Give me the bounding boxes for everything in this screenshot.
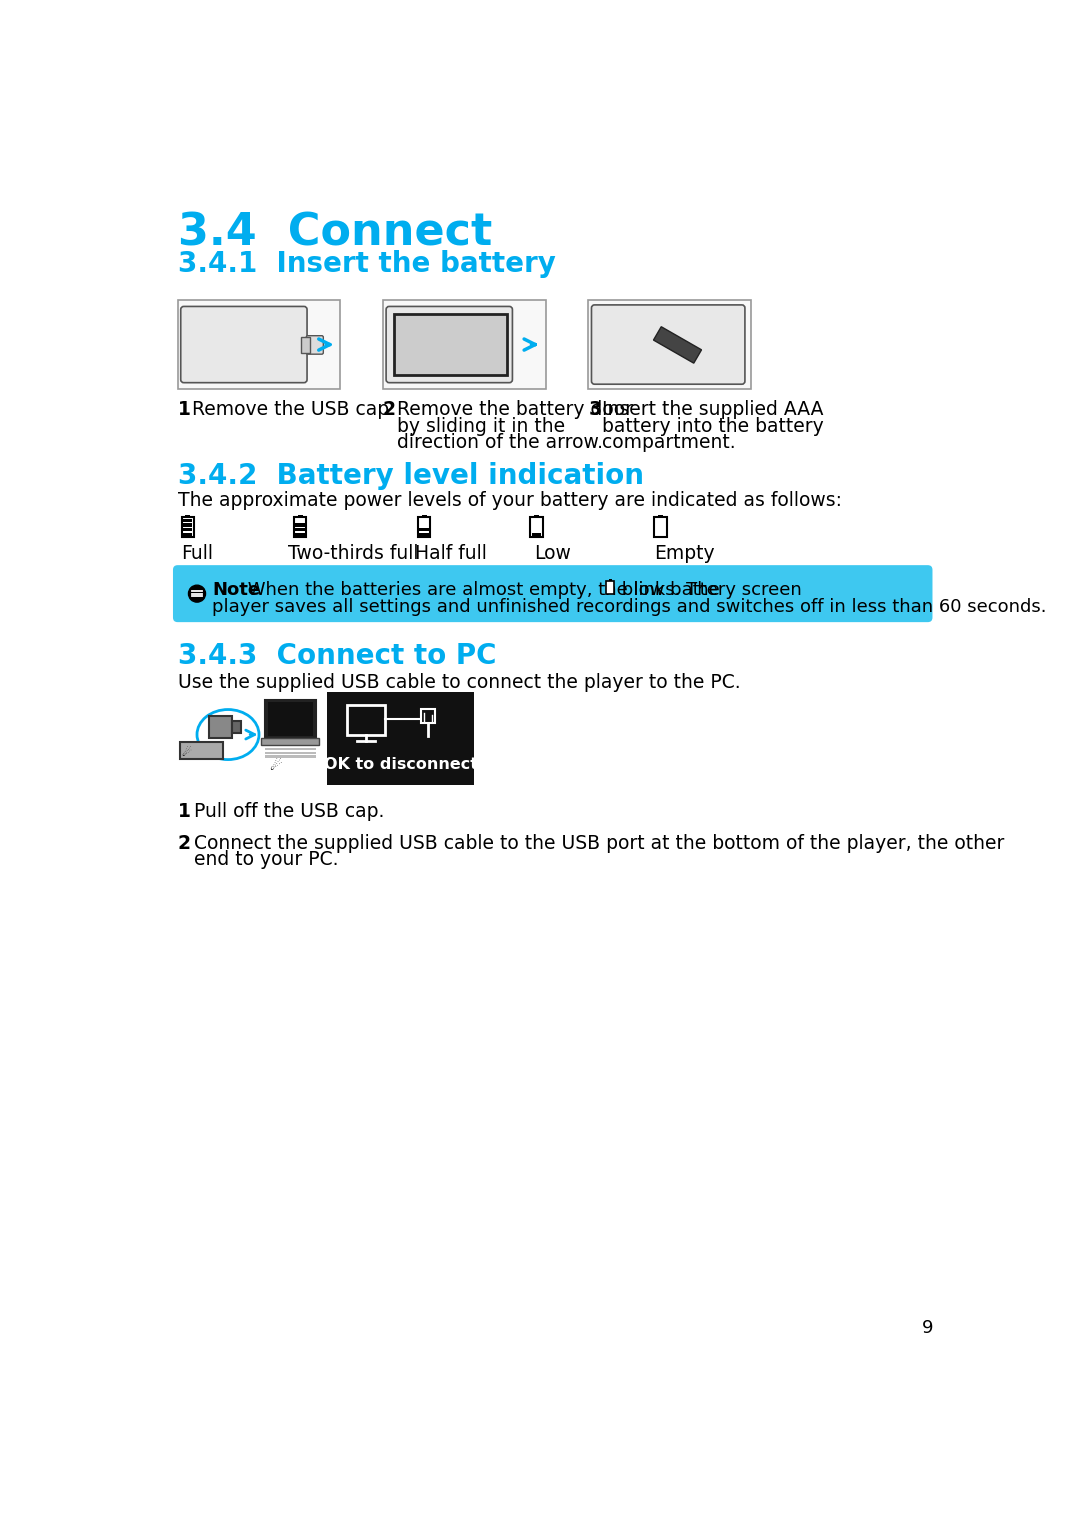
Text: 3.4  Connect: 3.4 Connect [177,212,491,255]
Bar [421,709,435,722]
Bar [186,515,190,518]
Bar [268,702,313,736]
Text: 3.4.2  Battery level indication: 3.4.2 Battery level indication [177,463,644,490]
Bar [181,518,194,538]
Bar [296,524,305,527]
Text: Connect the supplied USB cable to the USB port at the bottom of the player, the : Connect the supplied USB cable to the US… [194,834,1004,854]
Bar [177,301,340,389]
Bar [261,739,320,745]
Bar [180,742,222,759]
Text: Note: Note [213,580,260,599]
Bar [606,582,613,594]
Text: Two-thirds full: Two-thirds full [287,544,418,562]
FancyBboxPatch shape [387,307,512,383]
Bar [418,518,430,538]
Bar [183,533,192,536]
Bar [266,756,315,757]
Bar [654,518,666,538]
Bar [266,748,315,750]
Bar [421,515,427,518]
Text: blinks. The: blinks. The [617,580,720,599]
Text: When the batteries are almost empty, the low battery screen: When the batteries are almost empty, the… [242,580,801,599]
Bar [383,301,545,389]
Text: Use the supplied USB cable to connect the player to the PC.: Use the supplied USB cable to connect th… [177,673,740,692]
Bar [394,315,507,376]
FancyBboxPatch shape [592,305,745,385]
Bar [419,528,429,531]
Text: Low: Low [535,544,571,562]
Bar [530,518,542,538]
Bar [296,528,305,531]
Bar [266,751,315,754]
Text: player saves all settings and unfinished recordings and switches off in less tha: player saves all settings and unfinished… [213,597,1047,615]
Text: Full: Full [181,544,214,562]
Text: 1: 1 [177,802,190,820]
Text: 1: 1 [177,400,190,420]
Bar [327,692,474,785]
Bar [589,301,751,389]
Text: OK to disconnect: OK to disconnect [324,757,477,773]
Text: end to your PC.: end to your PC. [194,851,338,869]
Bar [183,519,192,522]
Text: Remove the USB cap.: Remove the USB cap. [191,400,394,420]
Bar [658,515,663,518]
Bar [419,533,429,536]
Text: Half full: Half full [415,544,487,562]
Bar [301,337,310,353]
Bar [294,518,307,538]
Text: 3.4.1  Insert the battery: 3.4.1 Insert the battery [177,250,555,278]
Text: by sliding it in the: by sliding it in the [397,417,565,435]
Bar [534,515,539,518]
Text: 2: 2 [177,834,191,854]
Text: battery into the battery: battery into the battery [603,417,824,435]
FancyBboxPatch shape [173,565,932,621]
Bar [183,524,192,527]
Text: compartment.: compartment. [603,432,735,452]
Bar [298,515,302,518]
Text: 9: 9 [921,1319,933,1338]
Bar [266,699,315,739]
Text: 3.4.3  Connect to PC: 3.4.3 Connect to PC [177,643,496,670]
Bar [296,533,305,536]
FancyBboxPatch shape [180,307,307,383]
Text: The approximate power levels of your battery are indicated as follows:: The approximate power levels of your bat… [177,492,841,510]
Bar [608,579,611,582]
Bar [208,716,232,738]
Text: ☄: ☄ [181,748,191,759]
Text: 3: 3 [589,400,602,420]
Text: Pull off the USB cap.: Pull off the USB cap. [194,802,384,820]
Text: 2: 2 [383,400,396,420]
Text: Insert the supplied AAA: Insert the supplied AAA [603,400,824,420]
Bar [183,528,192,531]
Text: direction of the arrow.: direction of the arrow. [397,432,603,452]
Bar [347,705,386,734]
Bar [232,721,241,733]
Bar [531,533,541,536]
Text: Remove the battery door: Remove the battery door [397,400,633,420]
Text: ☄: ☄ [269,759,282,773]
FancyBboxPatch shape [307,336,323,354]
Circle shape [189,585,205,602]
Text: Empty: Empty [654,544,715,562]
Polygon shape [653,327,702,363]
